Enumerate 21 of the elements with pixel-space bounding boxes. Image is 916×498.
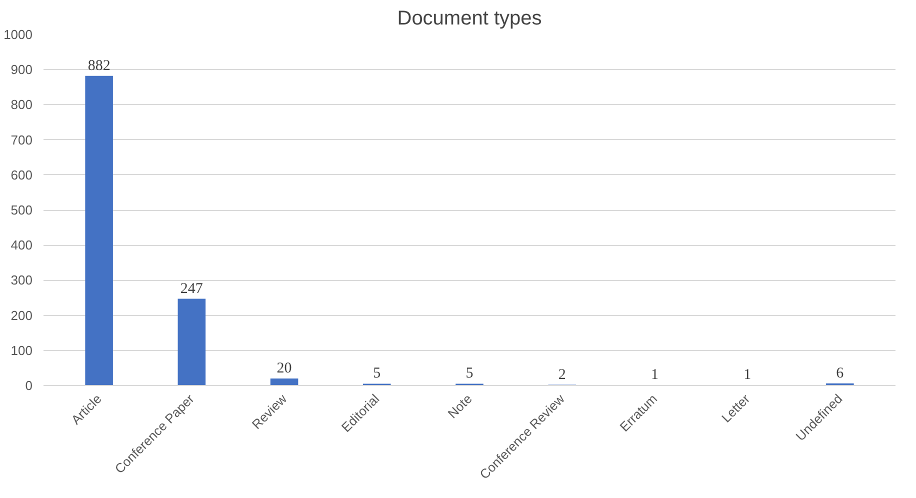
y-tick-label: 700 [10, 132, 33, 148]
y-tick-label: 800 [10, 97, 33, 112]
y-tick-label: 0 [25, 378, 33, 393]
data-label: 6 [836, 365, 844, 382]
y-tick-label: 600 [10, 167, 33, 182]
chart-title: Document types [397, 8, 542, 30]
y-tick-label: 300 [10, 272, 33, 288]
data-label: 5 [466, 366, 474, 382]
data-label: 5 [373, 366, 381, 382]
y-tick-label: 900 [10, 62, 33, 78]
data-label: 2 [558, 366, 566, 383]
data-label: 20 [276, 360, 292, 376]
y-tick-label: 200 [10, 308, 33, 323]
data-label: 247 [180, 280, 204, 297]
y-tick-label: 100 [10, 342, 33, 358]
y-tick-label: 400 [10, 238, 33, 253]
data-label: 882 [88, 58, 110, 74]
data-label: 1 [650, 367, 658, 384]
y-tick-label: 1000 [4, 27, 32, 42]
y-tick-label: 500 [10, 202, 33, 218]
data-label: 1 [744, 367, 752, 384]
